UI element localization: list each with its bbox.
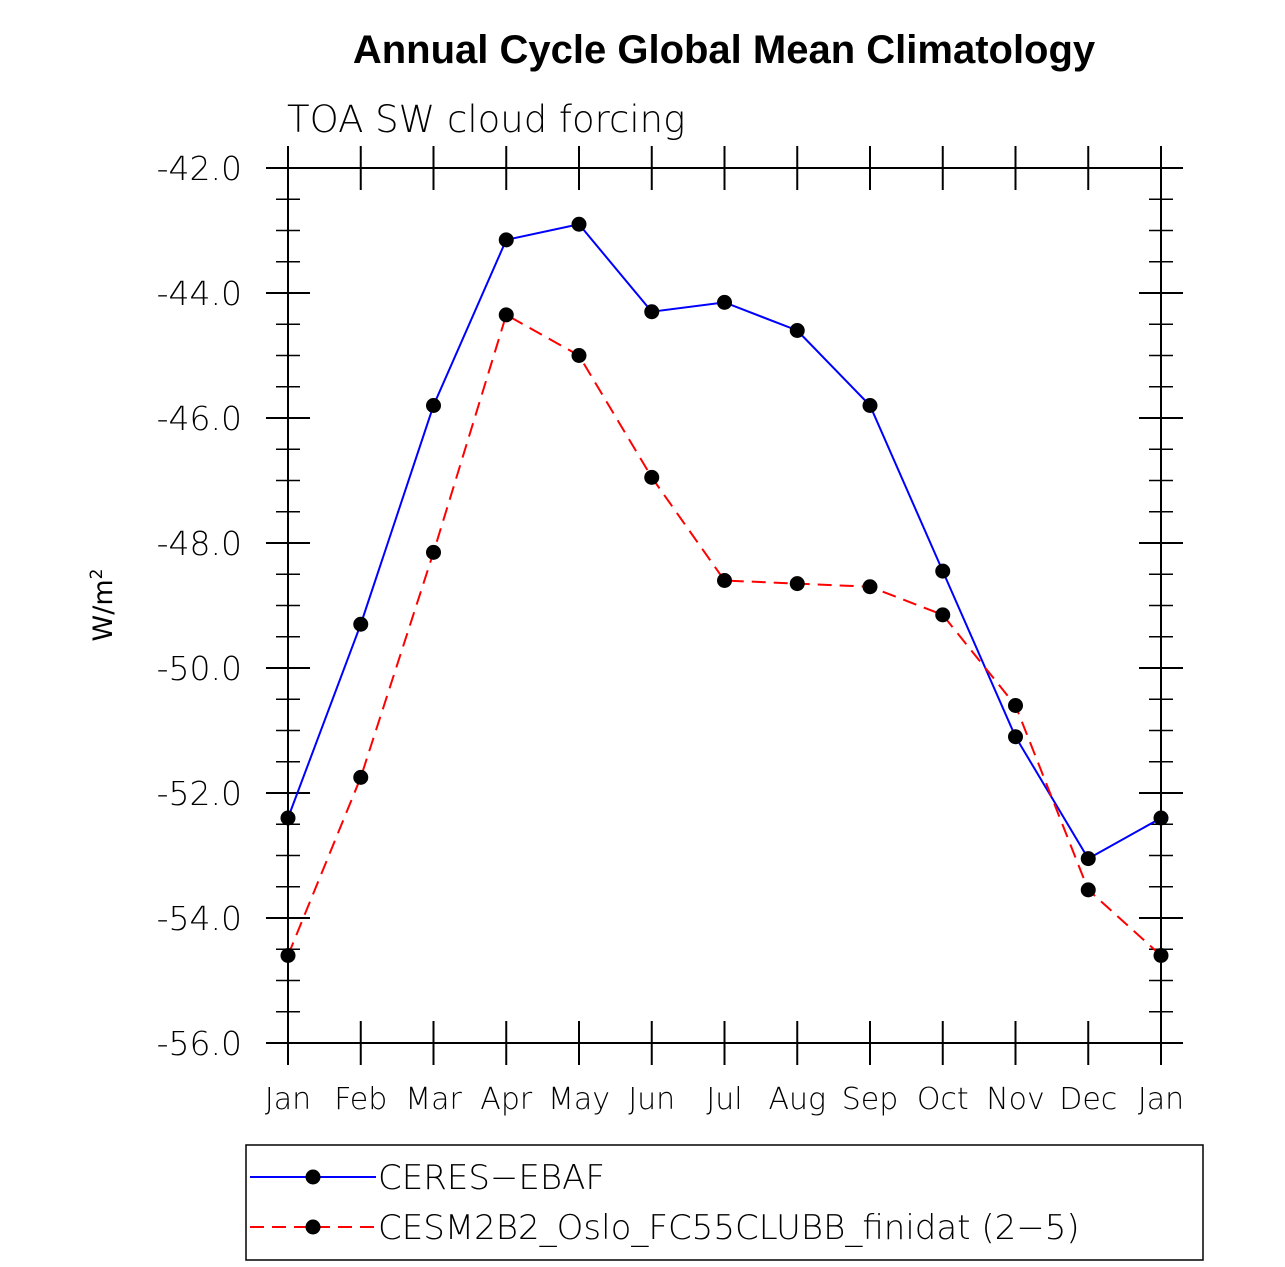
x-tick-label: Aug (768, 1082, 826, 1117)
series-0-point (353, 616, 369, 632)
series-1-point (717, 573, 732, 588)
chart-subtitle: TOA SW cloud forcing (287, 98, 685, 141)
series-1-point (789, 576, 805, 592)
legend-box (245, 1144, 1204, 1261)
axis-ticks (266, 146, 1183, 1065)
y-axis-label-text: W/m (88, 579, 119, 641)
x-tick-label: Feb (334, 1082, 387, 1117)
x-tick-label: Jul (706, 1082, 742, 1117)
series-0-point (935, 563, 951, 579)
series-0-point (1153, 810, 1169, 826)
series-0-point (1080, 851, 1096, 867)
y-tick-labels: -42.0 -44.0 -46.0 -48.0 -50.0 -52.0 -54.0 -56.0 (157, 149, 242, 1063)
y-tick-label: -56.0 (157, 1024, 242, 1063)
x-tick-label: May (548, 1082, 610, 1117)
y-tick-label: -44.0 (157, 274, 242, 313)
series-0-point (571, 216, 587, 232)
series-1-point (353, 769, 369, 785)
series-line-1 (287, 313, 1162, 957)
x-tick-label: Oct (917, 1082, 969, 1117)
series-1-point (498, 307, 514, 323)
series-1-point (426, 544, 441, 560)
series-1-point (644, 469, 660, 485)
series-0-point (717, 294, 732, 310)
legend-label-1: CESM2B2_Oslo_FC55CLUBB_finidat (2−5) (378, 1208, 1080, 1248)
series-layer (280, 216, 1169, 963)
series-0-point (426, 398, 441, 413)
series-1-point (1153, 948, 1169, 963)
series-0-point (644, 304, 660, 320)
x-tick-label: Jun (628, 1082, 675, 1117)
x-tick-label: Jan (265, 1082, 311, 1117)
y-axis-label: W/m2 (87, 569, 119, 642)
series-0-point (862, 398, 878, 413)
y-axis-label-superscript: 2 (87, 569, 107, 580)
y-tick-label: -42.0 (157, 149, 242, 188)
series-1-point (1008, 698, 1023, 713)
y-tick-label: -52.0 (157, 774, 242, 813)
series-1-point (280, 948, 296, 963)
x-tick-label: Apr (480, 1082, 533, 1117)
series-1-point (571, 348, 587, 363)
x-tick-label: Dec (1059, 1082, 1117, 1117)
x-tick-label: Nov (986, 1082, 1045, 1117)
series-0-point (789, 323, 805, 338)
series-line-0 (287, 223, 1162, 860)
series-0-point (280, 810, 296, 826)
legend-marker-1 (305, 1219, 321, 1235)
x-tick-label: Jan (1138, 1082, 1184, 1117)
y-tick-label: -46.0 (157, 399, 242, 438)
series-1-point (862, 579, 878, 595)
x-tick-label: Mar (405, 1082, 462, 1117)
series-1-point (1080, 882, 1096, 898)
x-tick-label: Sep (842, 1082, 899, 1117)
series-0-point (1008, 729, 1023, 745)
x-tick-labels: Jan Feb Mar Apr May Jun Jul Aug Sep Oct Nov Dec Jan (265, 1082, 1184, 1117)
series-0-point (498, 232, 514, 248)
legend-label-0: CERES−EBAF (378, 1158, 605, 1198)
legend: CERES−EBAF CESM2B2_Oslo_FC55CLUBB_finidat… (250, 1158, 1080, 1248)
series-1-point (935, 607, 951, 623)
y-tick-label: -48.0 (157, 524, 242, 563)
chart-title: Annual Cycle Global Mean Climatology (353, 28, 1096, 72)
legend-marker-0 (305, 1169, 321, 1185)
y-tick-label: -54.0 (157, 899, 242, 938)
y-tick-label: -50.0 (157, 649, 242, 688)
